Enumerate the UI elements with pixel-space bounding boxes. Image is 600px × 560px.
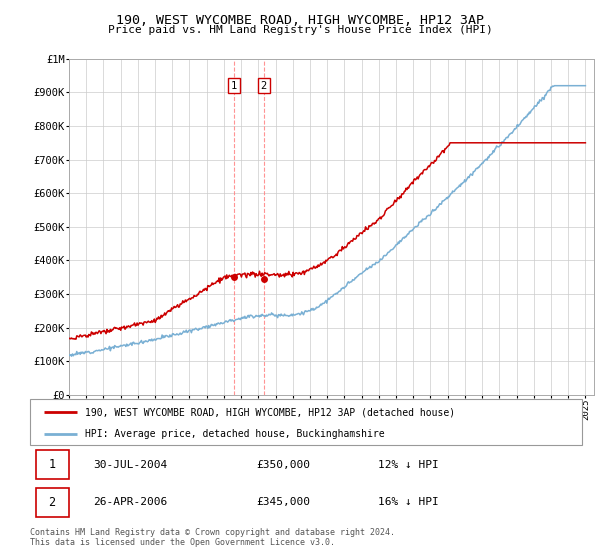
Text: 16% ↓ HPI: 16% ↓ HPI bbox=[378, 497, 439, 507]
FancyBboxPatch shape bbox=[30, 399, 582, 445]
Text: 12% ↓ HPI: 12% ↓ HPI bbox=[378, 460, 439, 470]
Text: £345,000: £345,000 bbox=[256, 497, 310, 507]
Text: Contains HM Land Registry data © Crown copyright and database right 2024.
This d: Contains HM Land Registry data © Crown c… bbox=[30, 528, 395, 547]
FancyBboxPatch shape bbox=[35, 450, 68, 479]
Text: Price paid vs. HM Land Registry's House Price Index (HPI): Price paid vs. HM Land Registry's House … bbox=[107, 25, 493, 35]
Text: 1: 1 bbox=[49, 458, 56, 471]
Text: 190, WEST WYCOMBE ROAD, HIGH WYCOMBE, HP12 3AP (detached house): 190, WEST WYCOMBE ROAD, HIGH WYCOMBE, HP… bbox=[85, 407, 455, 417]
Text: 190, WEST WYCOMBE ROAD, HIGH WYCOMBE, HP12 3AP: 190, WEST WYCOMBE ROAD, HIGH WYCOMBE, HP… bbox=[116, 14, 484, 27]
Text: 30-JUL-2004: 30-JUL-2004 bbox=[94, 460, 168, 470]
Text: 1: 1 bbox=[231, 81, 237, 91]
FancyBboxPatch shape bbox=[35, 488, 68, 517]
Text: 2: 2 bbox=[261, 81, 267, 91]
Text: HPI: Average price, detached house, Buckinghamshire: HPI: Average price, detached house, Buck… bbox=[85, 429, 385, 438]
Text: 26-APR-2006: 26-APR-2006 bbox=[94, 497, 168, 507]
Text: 2: 2 bbox=[49, 496, 56, 509]
Text: £350,000: £350,000 bbox=[256, 460, 310, 470]
